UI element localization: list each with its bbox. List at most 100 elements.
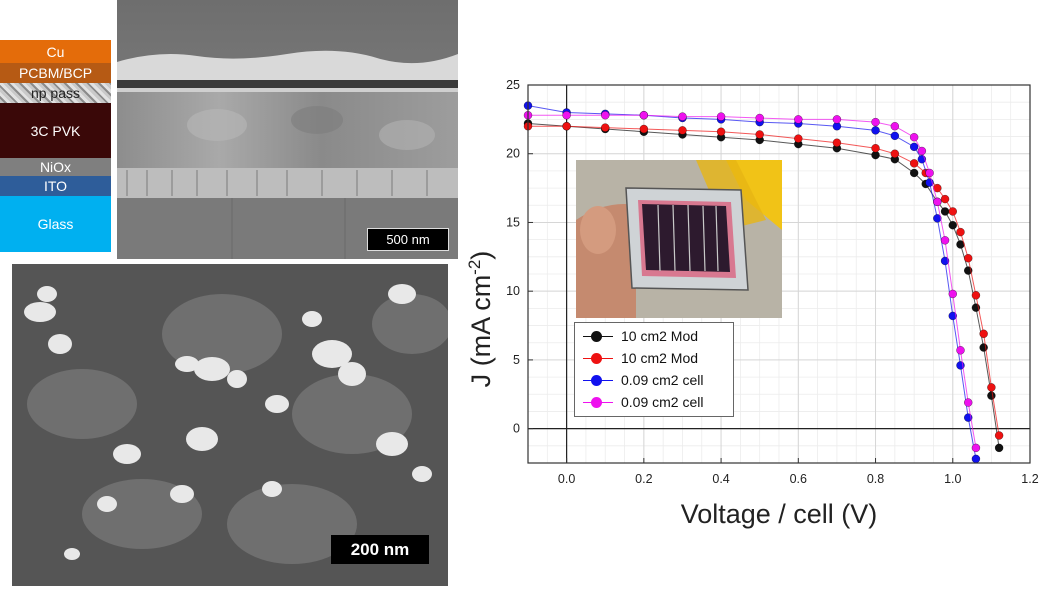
data-point <box>940 256 950 266</box>
scale-bar-500nm: 500 nm <box>367 228 449 251</box>
layer-3c-pvk: 3C PVK <box>0 103 111 158</box>
series-line <box>528 125 1000 436</box>
legend-label: 10 cm2 Mod <box>621 350 699 366</box>
y-axis-label-exponent: -2 <box>465 260 484 275</box>
y-tick-label: 5 <box>513 353 520 367</box>
legend-marker <box>591 397 602 408</box>
legend-item: 0.09 cm2 cell <box>581 370 731 392</box>
data-point <box>755 113 764 123</box>
data-point <box>948 207 957 216</box>
data-point <box>794 134 803 143</box>
y-tick-label: 10 <box>506 284 520 298</box>
data-point <box>948 289 957 299</box>
series-line <box>528 114 977 448</box>
x-tick-label: 0.2 <box>635 472 652 486</box>
x-tick-label: 0.0 <box>558 472 575 486</box>
module-photo-drawing <box>576 160 782 318</box>
legend-label: 10 cm2 Mod <box>621 328 699 344</box>
data-point <box>964 254 973 263</box>
data-point <box>601 123 610 132</box>
data-point <box>910 159 919 168</box>
data-point <box>890 149 899 158</box>
legend-label: 0.09 cm2 cell <box>621 394 704 410</box>
module-photo-inset <box>576 160 782 318</box>
jv-chart-svg: 0.0 0.2 0.4 0.6 0.8 1.0 1.2 0 5 10 15 20 25 Voltage … <box>465 78 1039 529</box>
data-point <box>987 383 996 392</box>
layer-pcbm-bcp: PCBM/BCP <box>0 63 111 83</box>
legend-item: 10 cm2 Mod <box>581 348 731 370</box>
legend-marker <box>591 331 602 342</box>
layer-niox: NiOx <box>0 158 111 176</box>
data-point <box>933 214 942 223</box>
y-tick-label: 20 <box>506 147 520 161</box>
series-line <box>527 122 1000 448</box>
data-point <box>910 133 919 142</box>
data-point <box>639 124 648 134</box>
y-tick-label: 0 <box>513 422 520 436</box>
data-point <box>910 142 919 152</box>
data-point <box>971 291 981 300</box>
data-point <box>925 168 934 178</box>
legend-label: 0.09 cm2 cell <box>621 372 704 388</box>
sem-surface-drawing <box>12 264 448 586</box>
device-stack: Cu PCBM/BCP np pass 3C PVK NiOx ITO Glas… <box>0 0 112 260</box>
data-point <box>639 111 648 120</box>
layer-cu: Cu <box>0 40 111 63</box>
data-point <box>940 194 950 204</box>
layer-np-pass: np pass <box>0 83 111 103</box>
data-point <box>794 115 803 124</box>
y-tick-label: 25 <box>506 78 520 92</box>
plot-frame <box>527 84 1031 464</box>
data-point <box>964 398 973 407</box>
sem-cross-section-drawing <box>117 0 458 259</box>
data-point <box>994 431 1004 440</box>
x-tick-label: 0.4 <box>712 472 729 486</box>
y-tick-label: 15 <box>506 215 520 229</box>
layer-glass: Glass <box>0 196 111 252</box>
legend-item: 0.09 cm2 cell <box>581 392 731 414</box>
sem-surface-image <box>12 264 448 586</box>
data-point <box>917 146 927 156</box>
x-tick-label: 0.8 <box>867 472 884 486</box>
data-point <box>987 391 996 400</box>
data-point <box>562 122 571 131</box>
data-point <box>948 221 957 230</box>
data-point <box>871 144 880 153</box>
data-point <box>994 443 1004 453</box>
x-tick-label: 1.0 <box>944 472 961 486</box>
jv-chart: 0.0 0.2 0.4 0.6 0.8 1.0 1.2 0 5 10 15 20 25 Voltage … <box>458 60 1040 586</box>
chart-legend: 10 cm2 Mod 10 cm2 Mod 0.09 cm2 cell 0.09… <box>574 322 734 417</box>
chart-series <box>523 101 1004 464</box>
data-point <box>979 329 988 338</box>
data-point <box>678 126 687 135</box>
y-axis-label: J (mA cm-2) <box>465 251 496 388</box>
x-tick-label: 0.6 <box>790 472 807 486</box>
legend-item: 10 cm2 Mod <box>581 326 731 348</box>
data-point <box>601 111 610 120</box>
data-point <box>755 130 764 139</box>
data-point <box>832 138 842 147</box>
data-point <box>871 117 880 127</box>
x-axis-label: Voltage / cell (V) <box>681 499 878 529</box>
data-point <box>890 122 899 131</box>
x-tick-label: 1.2 <box>1021 472 1038 486</box>
sem-cross-section-image <box>117 0 458 259</box>
data-point <box>956 227 965 237</box>
data-point <box>562 111 571 120</box>
data-point <box>956 346 965 355</box>
data-point <box>716 112 726 121</box>
data-point <box>971 443 981 453</box>
data-point <box>971 454 981 464</box>
legend-marker <box>591 375 602 386</box>
y-axis-label-main: J (mA cm <box>466 275 496 388</box>
data-point <box>678 112 687 121</box>
chart-ticks: 0.0 0.2 0.4 0.6 0.8 1.0 1.2 0 5 10 15 20 25 <box>506 78 1039 486</box>
data-point <box>832 115 842 124</box>
scale-bar-200nm: 200 nm <box>331 535 429 564</box>
legend-marker <box>591 353 602 364</box>
layer-ito: ITO <box>0 176 111 196</box>
data-point <box>933 197 942 206</box>
y-axis-label-close: ) <box>466 251 496 260</box>
data-point <box>940 236 950 245</box>
data-point <box>716 127 726 136</box>
